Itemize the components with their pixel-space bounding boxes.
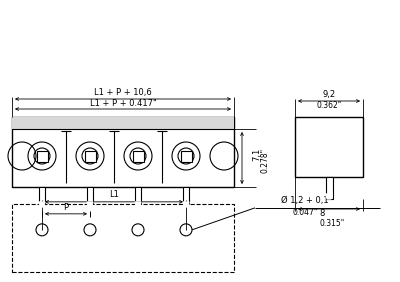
Bar bbox=[84, 151, 96, 162]
Bar bbox=[36, 151, 48, 162]
Bar bbox=[180, 151, 192, 162]
Polygon shape bbox=[135, 202, 141, 207]
Bar bbox=[135, 187, 141, 207]
Text: 0.362": 0.362" bbox=[316, 102, 342, 111]
Text: L1 + P + 0.417": L1 + P + 0.417" bbox=[90, 98, 156, 107]
Text: L1: L1 bbox=[109, 190, 119, 199]
Text: 0.278": 0.278" bbox=[260, 147, 269, 173]
Text: P: P bbox=[64, 203, 68, 212]
Bar bbox=[295, 117, 363, 177]
Polygon shape bbox=[183, 202, 189, 207]
Text: Ø 1,2 + 0,1: Ø 1,2 + 0,1 bbox=[281, 196, 329, 205]
Text: 7,1: 7,1 bbox=[252, 147, 261, 161]
Bar bbox=[326, 177, 332, 199]
Bar bbox=[87, 187, 93, 207]
Bar bbox=[12, 204, 234, 272]
Polygon shape bbox=[326, 194, 332, 199]
Text: 9,2: 9,2 bbox=[322, 91, 336, 100]
Text: 8: 8 bbox=[319, 210, 324, 219]
Text: 0.047": 0.047" bbox=[292, 208, 318, 217]
Bar bbox=[39, 187, 45, 207]
Polygon shape bbox=[87, 202, 93, 207]
Text: L1 + P + 10,6: L1 + P + 10,6 bbox=[94, 89, 152, 98]
Bar bbox=[183, 187, 189, 207]
Bar bbox=[12, 117, 234, 187]
Polygon shape bbox=[39, 202, 45, 207]
Text: 0.315": 0.315" bbox=[319, 219, 344, 228]
Bar bbox=[132, 151, 144, 162]
